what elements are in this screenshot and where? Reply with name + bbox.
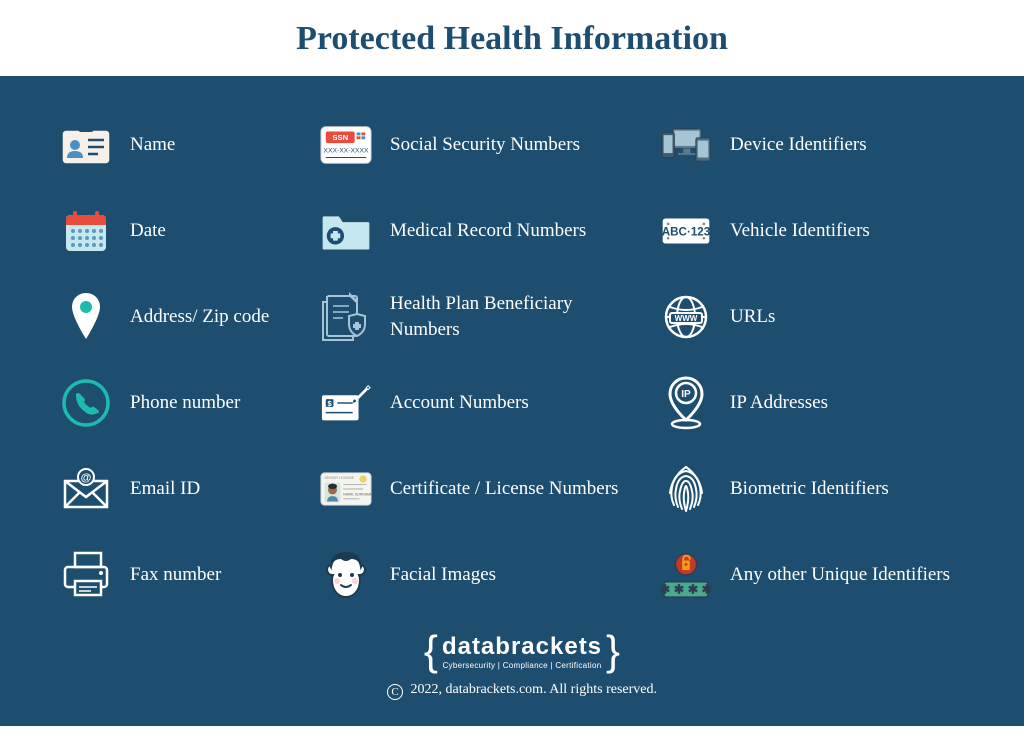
item-date: Date <box>60 192 300 270</box>
item-label: Health Plan Beneficiary Numbers <box>390 291 640 342</box>
svg-text:SSN: SSN <box>332 133 348 142</box>
item-label: Name <box>130 132 175 158</box>
health-plan-icon <box>320 291 372 343</box>
item-label: Any other Unique Identifiers <box>730 562 950 588</box>
item-label: Account Numbers <box>390 390 529 416</box>
footer: { databrackets Cybersecurity | Complianc… <box>60 630 984 700</box>
item-label: Certificate / License Numbers <box>390 476 618 502</box>
fax-icon <box>60 549 112 601</box>
item-ssn: SSN XXX-XX-XXXX Social Security Numbers <box>320 106 640 184</box>
item-label: IP Addresses <box>730 390 828 416</box>
fingerprint-icon <box>660 463 712 515</box>
item-account: $ Account Numbers <box>320 364 640 442</box>
account-check-icon: $ <box>320 377 372 429</box>
svg-text:XXX-XX-XXXX: XXX-XX-XXXX <box>324 148 369 155</box>
svg-text:DRIVER LICENSE: DRIVER LICENSE <box>324 476 354 480</box>
item-label: Date <box>130 218 166 244</box>
svg-text:IP: IP <box>681 389 691 400</box>
item-urls: WWW URLs <box>660 278 980 356</box>
driver-license-icon: DRIVER LICENSE NAME SURNAME <box>320 463 372 515</box>
item-ip: IP IP Addresses <box>660 364 980 442</box>
map-pin-icon <box>60 291 112 343</box>
phi-grid: Name SSN XXX-XX-XXXX Social Security Num… <box>60 106 984 614</box>
calendar-icon <box>60 205 112 257</box>
svg-text:WWW: WWW <box>675 314 698 323</box>
item-label: Phone number <box>130 390 240 416</box>
svg-text:ABC·123: ABC·123 <box>662 225 711 238</box>
item-label: Medical Record Numbers <box>390 218 586 244</box>
id-card-icon <box>60 119 112 171</box>
item-label: Device Identifiers <box>730 132 867 158</box>
svg-text:$: $ <box>327 399 332 408</box>
svg-text:✱ ✱ ✱ ✱: ✱ ✱ ✱ ✱ <box>660 582 712 596</box>
brand-name: databrackets <box>442 633 602 661</box>
medical-folder-icon <box>320 205 372 257</box>
ssn-card-icon: SSN XXX-XX-XXXX <box>320 119 372 171</box>
copyright-icon: C <box>387 684 403 700</box>
face-icon <box>320 549 372 601</box>
item-label: Email ID <box>130 476 200 502</box>
unique-id-icon: ✱ ✱ ✱ ✱ <box>660 549 712 601</box>
item-label: Address/ Zip code <box>130 304 269 330</box>
email-icon: @ <box>60 463 112 515</box>
item-address: Address/ Zip code <box>60 278 300 356</box>
item-label: Facial Images <box>390 562 496 588</box>
brand-tagline: Cybersecurity | Compliance | Certificati… <box>442 661 601 670</box>
item-biometric: Biometric Identifiers <box>660 450 980 528</box>
header: Protected Health Information <box>0 0 1024 76</box>
item-fax: Fax number <box>60 536 300 614</box>
item-label: Fax number <box>130 562 221 588</box>
brace-right-icon: } <box>606 630 620 672</box>
item-unique: ✱ ✱ ✱ ✱ Any other Unique Identifiers <box>660 536 980 614</box>
svg-text:NAME SURNAME: NAME SURNAME <box>343 492 372 496</box>
item-label: Biometric Identifiers <box>730 476 889 502</box>
item-devices: Device Identifiers <box>660 106 980 184</box>
item-medical-record: Medical Record Numbers <box>320 192 640 270</box>
phone-icon <box>60 377 112 429</box>
item-label: Social Security Numbers <box>390 132 580 158</box>
devices-icon <box>660 119 712 171</box>
license-plate-icon: ABC·123 <box>660 205 712 257</box>
svg-text:@: @ <box>81 472 92 484</box>
item-label: URLs <box>730 304 775 330</box>
copyright-text: 2022, databrackets.com. All rights reser… <box>411 682 657 697</box>
main-panel: Name SSN XXX-XX-XXXX Social Security Num… <box>0 76 1024 726</box>
page-title: Protected Health Information <box>0 20 1024 58</box>
item-label: Vehicle Identifiers <box>730 218 870 244</box>
item-email: @ Email ID <box>60 450 300 528</box>
brace-left-icon: { <box>424 630 438 672</box>
item-phone: Phone number <box>60 364 300 442</box>
item-health-plan: Health Plan Beneficiary Numbers <box>320 278 640 356</box>
item-license: DRIVER LICENSE NAME SURNAME Certificate … <box>320 450 640 528</box>
www-globe-icon: WWW <box>660 291 712 343</box>
item-vehicle: ABC·123 Vehicle Identifiers <box>660 192 980 270</box>
brand-logo: { databrackets Cybersecurity | Complianc… <box>424 630 620 672</box>
ip-pin-icon: IP <box>660 377 712 429</box>
item-name: Name <box>60 106 300 184</box>
item-facial: Facial Images <box>320 536 640 614</box>
copyright: C 2022, databrackets.com. All rights res… <box>60 682 984 700</box>
